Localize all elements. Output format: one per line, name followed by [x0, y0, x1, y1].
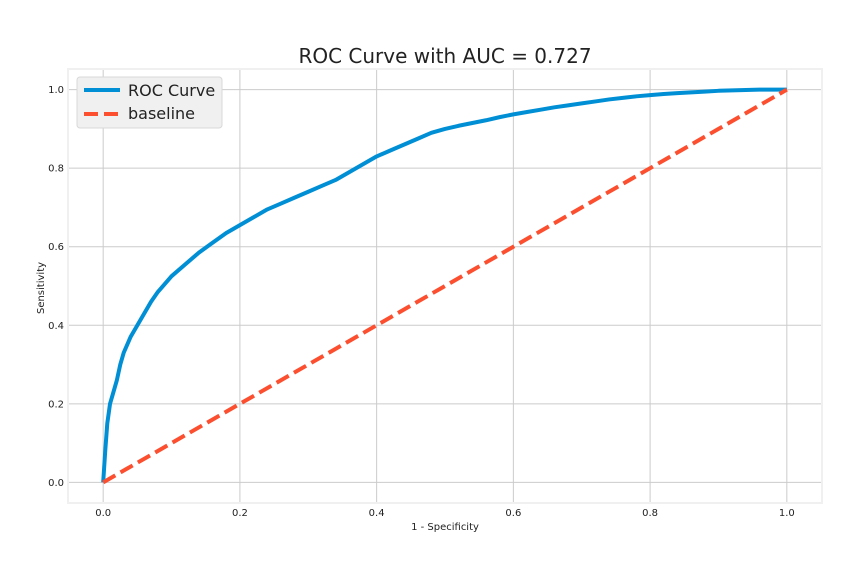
legend-label-roc-curve: ROC Curve: [128, 81, 215, 100]
y-tick-label: 1.0: [48, 85, 64, 96]
series-group: [101, 87, 788, 485]
chart-title: ROC Curve with AUC = 0.727: [298, 44, 591, 68]
x-tick-label: 0.0: [95, 508, 111, 519]
legend-label-baseline: baseline: [128, 104, 195, 123]
x-tick-label: 0.2: [232, 508, 248, 519]
y-tick-labels: 0.0 0.2 0.4 0.6 0.8 1.0: [48, 85, 64, 489]
series-line-roc-curve: [101, 87, 787, 483]
legend: ROC Curve baseline: [76, 76, 223, 129]
y-tick-label: 0.6: [48, 242, 64, 253]
y-tick-label: 0.8: [48, 164, 64, 175]
series-line-baseline: [102, 87, 788, 485]
x-tick-label: 0.6: [505, 508, 521, 519]
x-tick-label: 0.8: [642, 508, 658, 519]
x-tick-label: 0.4: [369, 508, 385, 519]
y-tick-label: 0.4: [48, 321, 64, 332]
y-tick-label: 0.0: [48, 478, 64, 489]
y-tick-label: 0.2: [48, 399, 64, 410]
x-axis-label: 1 - Specificity: [411, 522, 479, 533]
y-axis-label: Sensitivity: [36, 262, 47, 314]
x-tick-label: 1.0: [779, 508, 795, 519]
x-tick-labels: 0.0 0.2 0.4 0.6 0.8 1.0: [95, 508, 795, 519]
